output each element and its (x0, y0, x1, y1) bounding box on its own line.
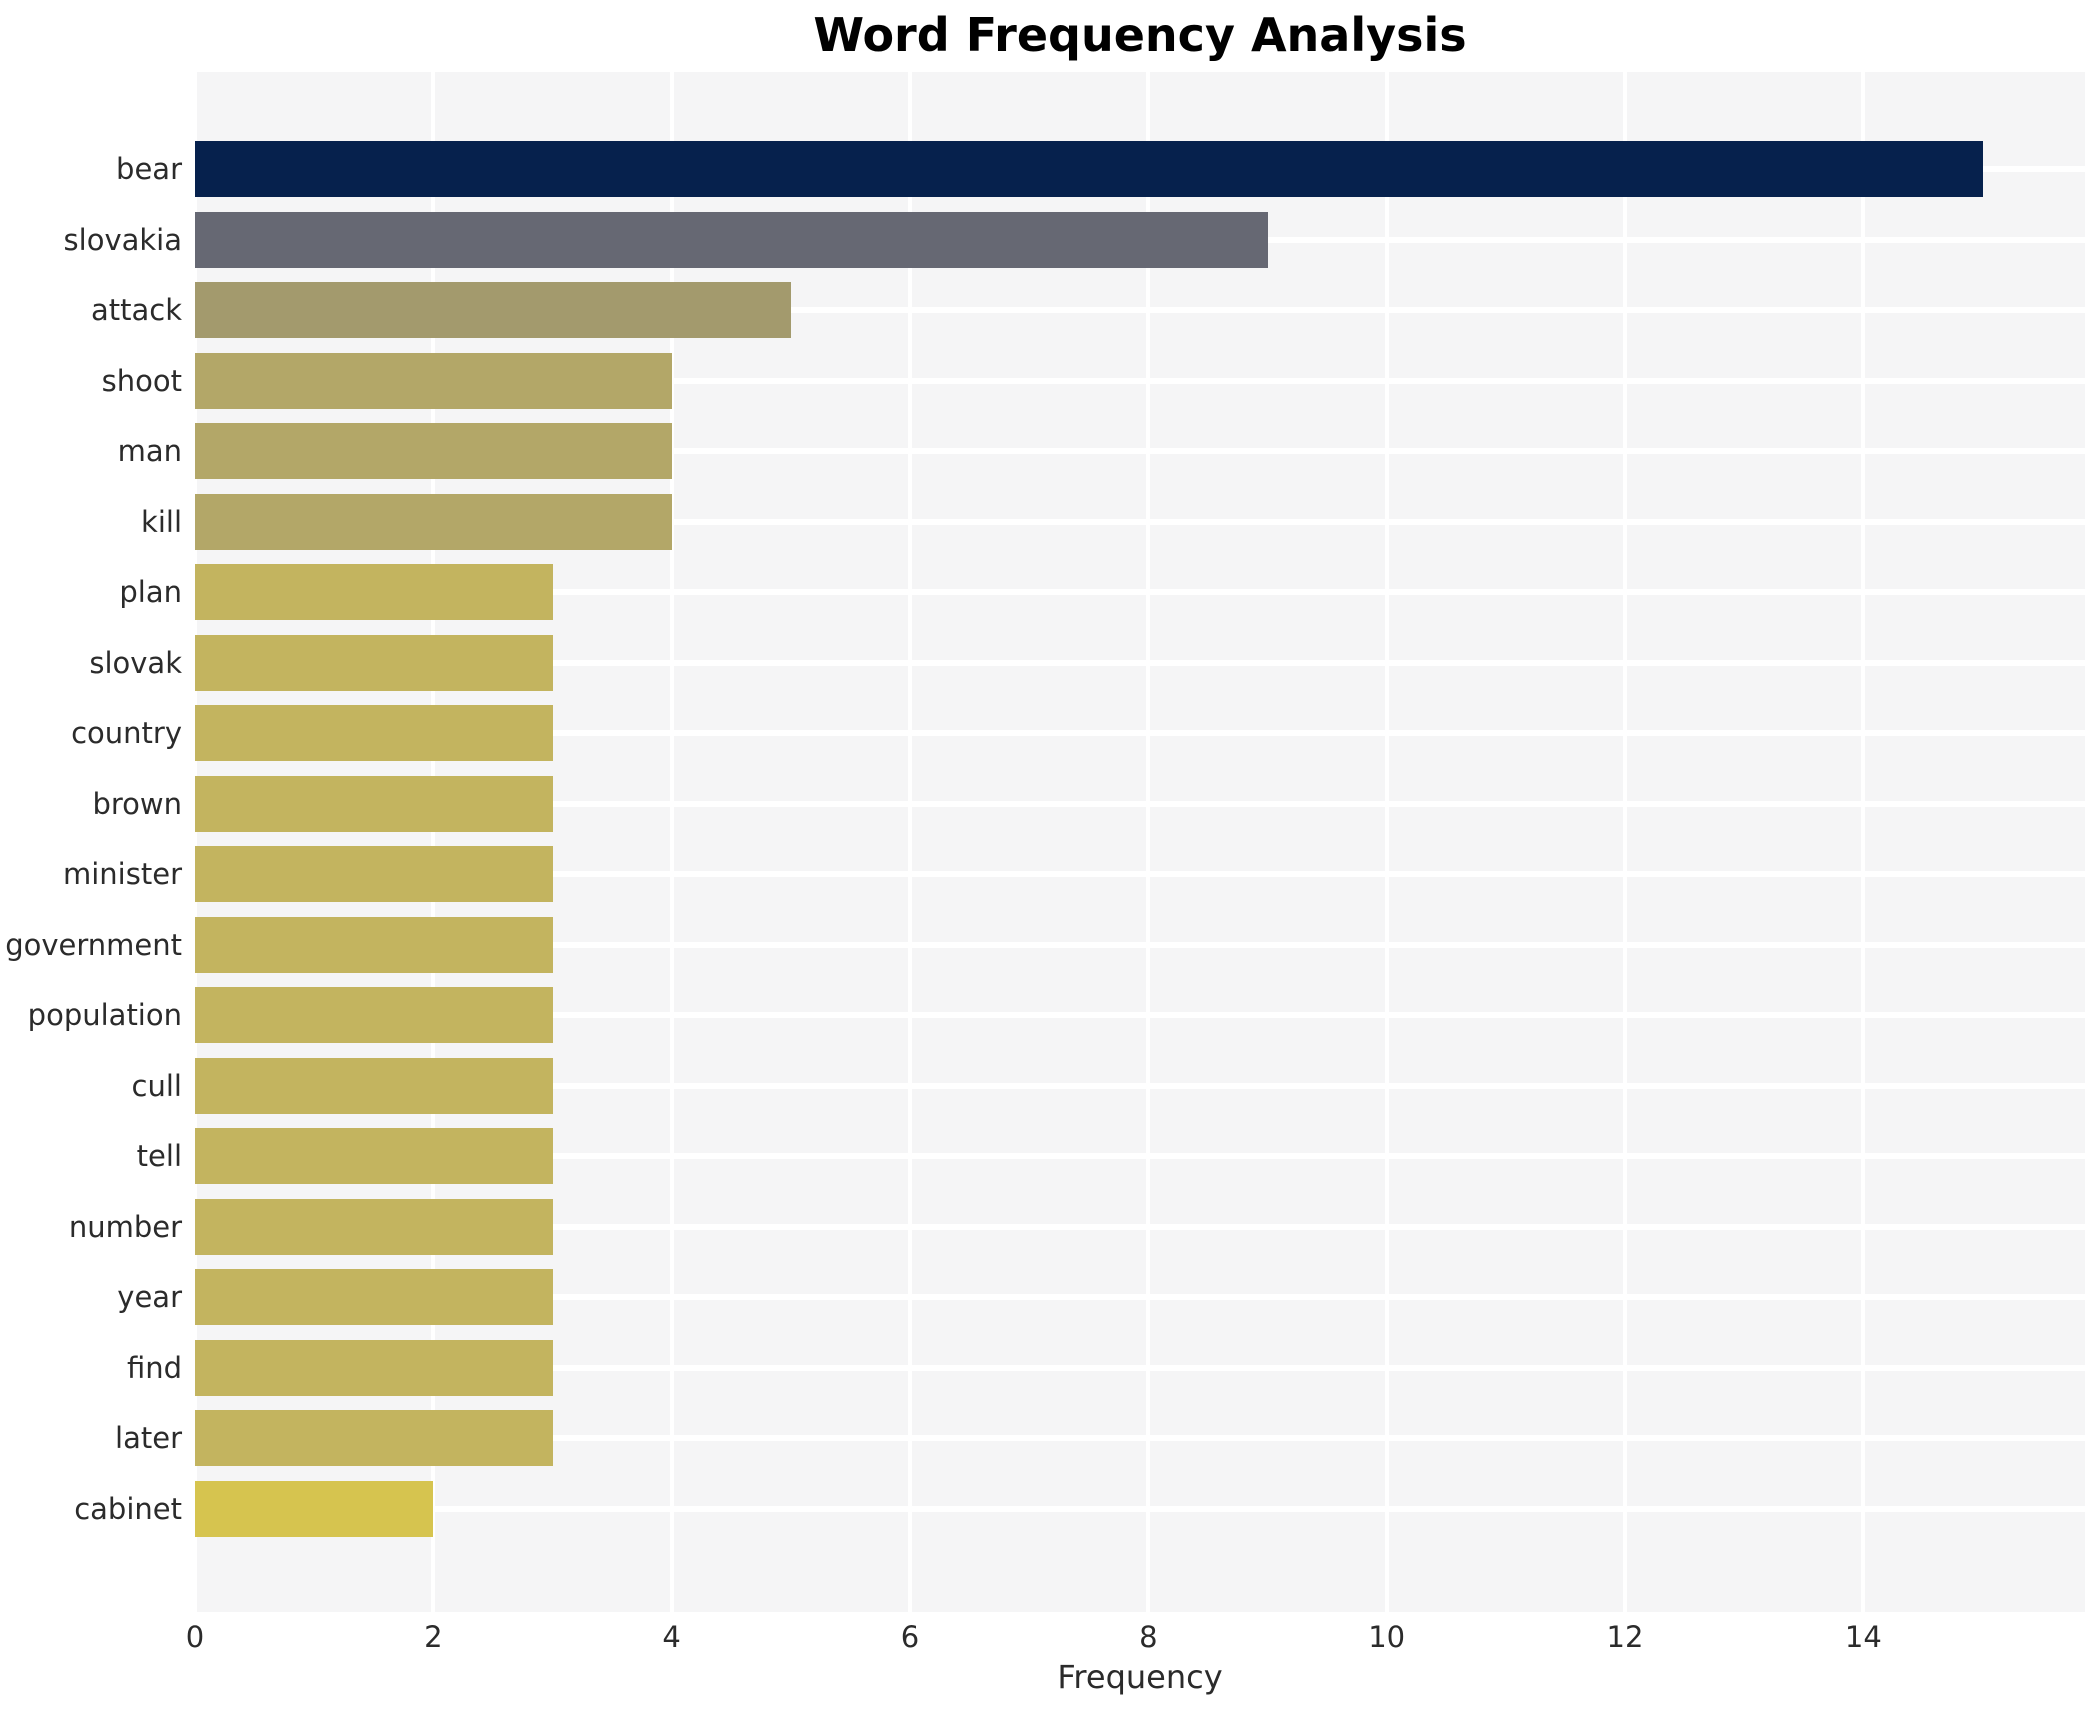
gridline-y-population (195, 1012, 2085, 1018)
ytick-label-year: year (117, 1280, 182, 1314)
gridline-y-find (195, 1364, 2085, 1371)
bar-minister (195, 846, 553, 902)
ytick-label-find: find (126, 1350, 182, 1385)
bar-government (195, 916, 553, 973)
xtick-label-10: 10 (1368, 1620, 1406, 1654)
plot-area (193, 72, 2085, 1612)
bar-bear (195, 141, 1983, 197)
bar-tell (195, 1128, 553, 1184)
bar-kill (195, 493, 672, 550)
bar-slovakia (195, 211, 1268, 268)
gridline-y-attack (195, 307, 2085, 313)
gridline-x-4 (669, 72, 674, 1612)
gridline-y-number (195, 1223, 2085, 1230)
bar-later (195, 1410, 553, 1466)
xtick-label-14: 14 (1844, 1620, 1882, 1654)
ytick-label-kill: kill (141, 504, 182, 539)
ytick-label-plan: plan (119, 575, 182, 609)
bar-population (195, 987, 553, 1043)
gridline-x-14 (1861, 72, 1866, 1612)
xtick-label-0: 0 (185, 1620, 205, 1654)
bar-man (195, 423, 672, 479)
ytick-label-man: man (117, 434, 182, 468)
bar-shoot (195, 352, 672, 409)
gridline-y-shoot (195, 377, 2085, 384)
bar-cull (195, 1057, 553, 1114)
xtick-label-8: 8 (1139, 1620, 1158, 1654)
ytick-label-government: government (5, 927, 182, 962)
gridline-y-man (195, 448, 2085, 454)
bar-find (195, 1339, 553, 1396)
gridline-x-8 (1146, 72, 1151, 1612)
ytick-label-minister: minister (63, 857, 182, 891)
bar-cabinet (195, 1480, 434, 1537)
bar-brown (195, 775, 553, 832)
gridline-x-6 (908, 72, 912, 1612)
gridline-x-12 (1623, 72, 1627, 1612)
gridline-y-cabinet (195, 1505, 2085, 1512)
gridline-x-2 (431, 72, 436, 1612)
gridline-x-10 (1384, 72, 1389, 1612)
xtick-label-6: 6 (900, 1620, 920, 1654)
bar-attack (195, 282, 791, 338)
ytick-label-number: number (68, 1209, 182, 1244)
ytick-label-cabinet: cabinet (74, 1491, 182, 1526)
ytick-label-bear: bear (116, 152, 182, 186)
gridline-y-cull (195, 1082, 2085, 1089)
gridline-y-brown (195, 800, 2085, 807)
ytick-label-shoot: shoot (101, 363, 182, 398)
xtick-label-12: 12 (1606, 1620, 1644, 1654)
bar-slovak (195, 634, 553, 691)
ytick-label-country: country (71, 716, 182, 750)
bar-number (195, 1198, 553, 1255)
gridline-y-year (195, 1294, 2085, 1300)
chart-title: Word Frequency Analysis (813, 8, 1467, 62)
gridline-y-minister (195, 871, 2085, 877)
gridline-y-slovak (195, 659, 2085, 666)
gridline-y-later (195, 1435, 2085, 1441)
ytick-label-attack: attack (90, 293, 182, 327)
bar-plan (195, 564, 553, 620)
ytick-label-population: population (27, 998, 182, 1032)
ytick-label-slovak: slovak (89, 645, 182, 680)
bar-country (195, 705, 553, 761)
ytick-label-cull: cull (131, 1068, 182, 1103)
xtick-label-2: 2 (424, 1620, 443, 1654)
ytick-label-brown: brown (92, 786, 182, 821)
gridline-y-plan (195, 589, 2085, 595)
ytick-label-slovakia: slovakia (63, 222, 182, 257)
x-axis-label: Frequency (1057, 1658, 1223, 1696)
gridline-y-kill (195, 518, 2085, 525)
gridline-y-government (195, 941, 2085, 948)
ytick-label-later: later (115, 1421, 182, 1455)
gridline-x-0 (193, 72, 197, 1612)
y-axis-category-labels: bear slovakia attack shoot man kill plan slovak… (0, 72, 182, 1612)
xtick-label-4: 4 (662, 1620, 681, 1654)
x-axis-ticks: 0 2 4 6 8 10 12 14 (186, 1620, 2085, 1660)
gridline-y-country (195, 730, 2085, 736)
gridline-y-tell (195, 1153, 2085, 1159)
ytick-label-tell: tell (136, 1139, 182, 1173)
bar-year (195, 1269, 553, 1325)
